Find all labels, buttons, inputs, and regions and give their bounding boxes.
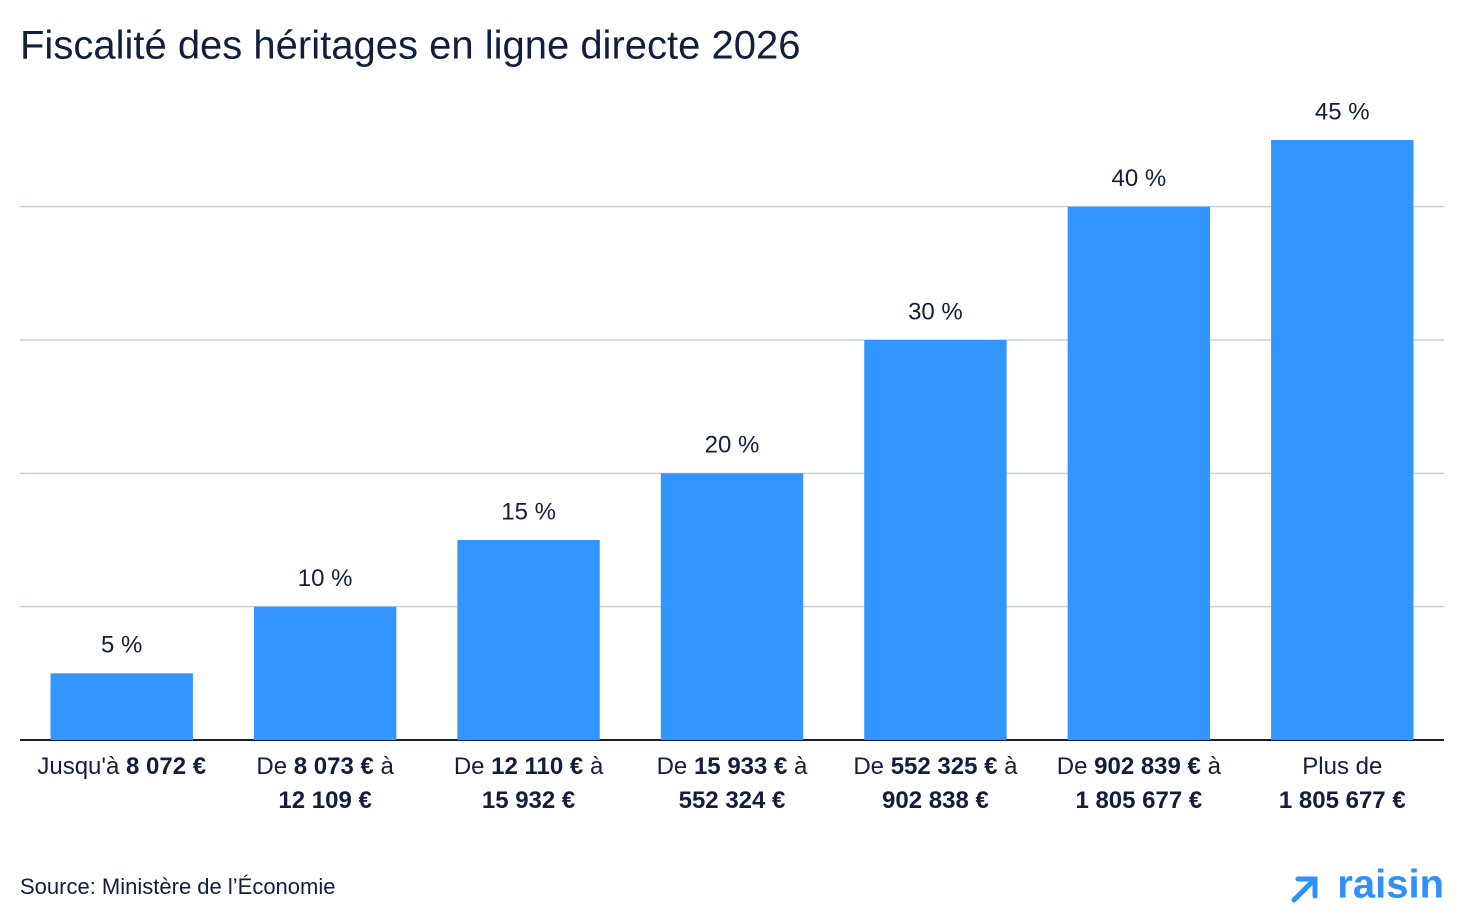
value-label: 30 % <box>908 298 963 325</box>
bar <box>50 673 193 740</box>
x-tick-label: De 902 839 € à 1 805 677 € <box>1056 753 1221 814</box>
chart-title: Fiscalité des héritages en ligne directe… <box>20 24 800 68</box>
bar <box>660 473 804 740</box>
x-tick-label: De 552 325 € à 902 838 € <box>853 753 1018 814</box>
bar <box>457 540 600 740</box>
value-label: 10 % <box>298 565 353 592</box>
x-tick-label: De 8 073 € à 12 109 € <box>256 753 394 814</box>
bar <box>1271 140 1414 740</box>
value-label: 45 % <box>1315 98 1370 125</box>
bar <box>864 340 1007 740</box>
source: Source: Ministère de l’Économie <box>20 874 335 899</box>
value-label: 40 % <box>1112 165 1167 192</box>
bar <box>1067 206 1211 740</box>
logo: raisin <box>1337 863 1444 907</box>
value-label: 20 % <box>705 432 760 459</box>
x-tick-label: Jusqu'à 8 072 € <box>37 753 207 780</box>
value-label: 5 % <box>101 632 142 659</box>
x-tick-label: Plus de 1 805 677 € <box>1278 753 1406 814</box>
bar <box>253 606 397 740</box>
x-tick-label: De 12 110 € à 15 932 € <box>453 753 604 814</box>
logo-arrow <box>1291 876 1318 903</box>
value-label: 15 % <box>501 498 556 525</box>
x-tick-label: De 15 933 € à 552 324 € <box>656 753 808 814</box>
